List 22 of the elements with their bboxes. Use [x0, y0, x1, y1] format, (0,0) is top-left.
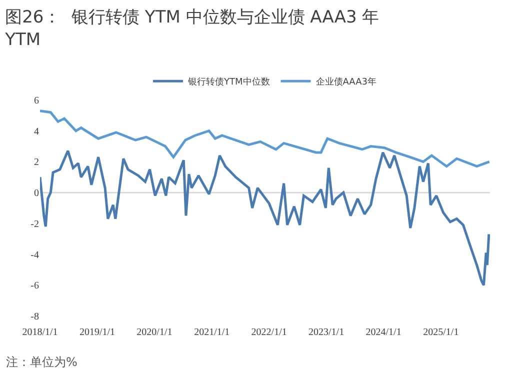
- x-tick-label: 2020/1/1: [136, 327, 172, 338]
- legend-label: 企业债AAA3年: [316, 76, 376, 88]
- text: 注：单位为%: [6, 355, 78, 369]
- x-tick-label: 2019/1/1: [79, 327, 116, 338]
- y-tick-label: 6: [34, 96, 39, 106]
- y-tick-label: 2: [34, 157, 39, 168]
- y-tick-label: 0: [34, 188, 39, 200]
- y-tick-label: -8: [30, 312, 39, 322]
- x-tick-label: 2022/1/1: [251, 327, 287, 338]
- x-tick-label: 2021/1/1: [194, 327, 230, 338]
- chart-title: 图26： 银行转债 YTM 中位数与企业债 AAA3 年 YTM: [4, 8, 380, 50]
- x-tick-label: 2018/1/1: [22, 327, 58, 338]
- x-tick-label: 2023/1/1: [308, 327, 344, 338]
- y-tick-label: -6: [30, 280, 39, 292]
- y-tick-label: 4: [34, 126, 39, 138]
- y-tick-label: -4: [30, 250, 39, 261]
- y-tick-label: -2: [30, 218, 39, 230]
- x-tick-label: 2025/1/1: [423, 327, 459, 338]
- legend-label: 银行转债YTM中位数: [187, 76, 270, 88]
- line-series: [40, 110, 490, 168]
- x-tick-label: 2024/1/1: [366, 327, 402, 338]
- line-series: [40, 150, 490, 286]
